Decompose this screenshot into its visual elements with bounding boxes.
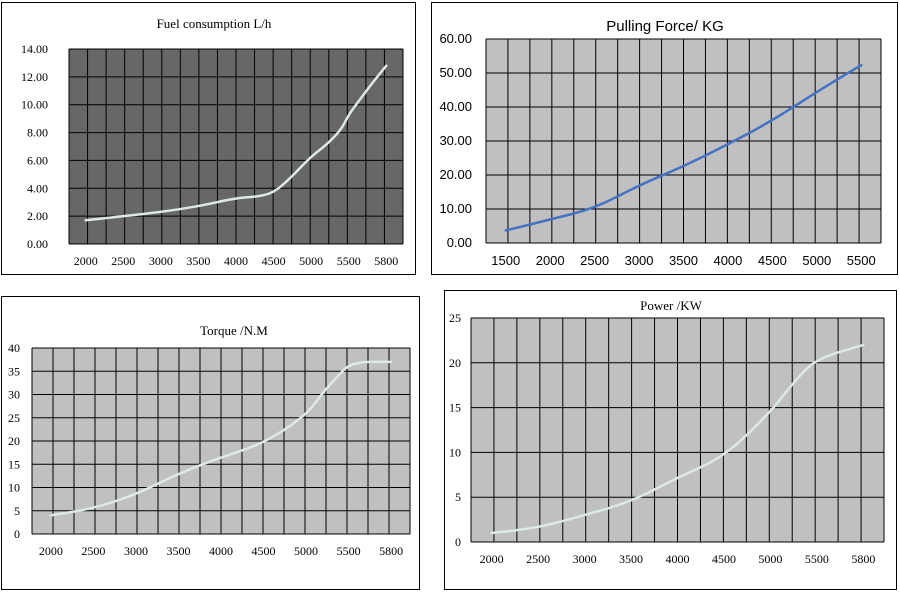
chart-title: Power /KW <box>640 298 702 313</box>
chart-title: Torque /N.M <box>200 323 268 338</box>
chart-title: Fuel consumption L/h <box>157 16 272 31</box>
y-tick-label: 5 <box>455 490 461 504</box>
torque-chart: Torque /N.M 0 5 10 15 20 25 30 35 40 2000 2500 3000 3… <box>1 296 420 590</box>
y-tick-label: 14.00 <box>21 42 48 56</box>
x-tick-label: 2000 <box>74 254 98 268</box>
y-tick-label: 2.00 <box>27 209 48 223</box>
y-tick-label: 60.00 <box>439 31 472 46</box>
x-tick-label: 3000 <box>124 544 148 558</box>
x-tick-label: 2500 <box>580 253 609 268</box>
torque-svg: Torque /N.M 0 5 10 15 20 25 30 35 40 2000 2500 3000 3… <box>8 323 411 558</box>
y-tick-label: 10 <box>449 445 461 459</box>
x-tick-label: 3500 <box>186 254 210 268</box>
pulling-force-svg: Pulling Force/ KG 0.00 10.00 20.00 30.00 40.0… <box>439 18 882 268</box>
x-tick-label: 4000 <box>666 552 690 566</box>
series-line <box>490 343 865 535</box>
x-tick-label: 5000 <box>294 544 318 558</box>
x-tick-label: 5000 <box>802 253 831 268</box>
y-tick-label: 10.00 <box>439 201 472 216</box>
y-tick-label: 15 <box>8 457 20 471</box>
y-tick-label: 20.00 <box>439 167 472 182</box>
x-tick-label: 4500 <box>262 254 286 268</box>
x-tick-label: 4000 <box>224 254 248 268</box>
x-tick-label: 5800 <box>374 254 398 268</box>
x-tick-label: 5500 <box>805 552 829 566</box>
y-tick-label: 40.00 <box>439 99 472 114</box>
y-tick-label: 35 <box>8 364 20 378</box>
x-tick-label: 3500 <box>669 253 698 268</box>
x-tick-label: 2000 <box>39 544 63 558</box>
y-tick-label: 25 <box>8 411 20 425</box>
x-tick-label: 2500 <box>526 552 550 566</box>
y-tick-label: 20 <box>8 434 20 448</box>
x-tick-label: 3500 <box>619 552 643 566</box>
x-tick-label: 3000 <box>573 552 597 566</box>
x-tick-label: 5000 <box>758 552 782 566</box>
x-tick-label: 2000 <box>480 552 504 566</box>
y-tick-label: 0 <box>455 535 461 549</box>
x-tick-label: 5500 <box>337 544 361 558</box>
x-tick-label: 4500 <box>712 552 736 566</box>
x-tick-label: 4000 <box>713 253 742 268</box>
x-tick-label: 5000 <box>299 254 323 268</box>
y-tick-label: 10 <box>8 481 20 495</box>
x-tick-label: 4500 <box>758 253 787 268</box>
y-tick-label: 30.00 <box>439 133 472 148</box>
y-tick-label: 0.00 <box>27 237 48 251</box>
y-tick-label: 0 <box>14 527 20 541</box>
y-tick-label: 10.00 <box>21 98 48 112</box>
y-tick-label: 50.00 <box>439 65 472 80</box>
series-line <box>504 63 863 232</box>
y-tick-label: 30 <box>8 388 20 402</box>
power-chart: Power /KW 0 5 10 15 20 25 2000 2500 3000 3500 4000 4… <box>444 290 897 590</box>
y-tick-label: 0.00 <box>447 235 472 250</box>
y-tick-label: 6.00 <box>27 153 48 167</box>
fuel-consumption-svg: Fuel consumption L/h 0.00 2.00 4.00 6.00 8.00… <box>21 16 404 268</box>
fuel-consumption-chart: Fuel consumption L/h 0.00 2.00 4.00 6.00 8.00… <box>1 2 416 275</box>
power-svg: Power /KW 0 5 10 15 20 25 2000 2500 3000 3500 4000 4… <box>449 298 885 566</box>
y-tick-label: 12.00 <box>21 70 48 84</box>
y-tick-label: 5 <box>14 504 20 518</box>
y-tick-label: 4.00 <box>27 181 48 195</box>
x-tick-label: 2500 <box>81 544 105 558</box>
x-tick-label: 5800 <box>379 544 403 558</box>
x-tick-label: 2500 <box>111 254 135 268</box>
y-tick-label: 8.00 <box>27 126 48 140</box>
pulling-force-chart: Pulling Force/ KG 0.00 10.00 20.00 30.00 40.0… <box>431 2 898 275</box>
y-tick-label: 25 <box>449 311 461 325</box>
y-tick-label: 20 <box>449 356 461 370</box>
x-tick-label: 4000 <box>209 544 233 558</box>
x-tick-label: 5800 <box>851 552 875 566</box>
series-line <box>84 64 388 222</box>
series-line <box>49 360 393 517</box>
x-tick-label: 5500 <box>337 254 361 268</box>
x-tick-label: 2000 <box>536 253 565 268</box>
chart-title: Pulling Force/ KG <box>606 18 724 35</box>
x-tick-label: 3000 <box>149 254 173 268</box>
x-tick-label: 1500 <box>491 253 520 268</box>
x-tick-label: 3000 <box>625 253 654 268</box>
x-tick-label: 3500 <box>166 544 190 558</box>
y-tick-label: 15 <box>449 401 461 415</box>
x-tick-label: 5500 <box>847 253 876 268</box>
y-tick-label: 40 <box>8 341 20 355</box>
x-tick-label: 4500 <box>252 544 276 558</box>
